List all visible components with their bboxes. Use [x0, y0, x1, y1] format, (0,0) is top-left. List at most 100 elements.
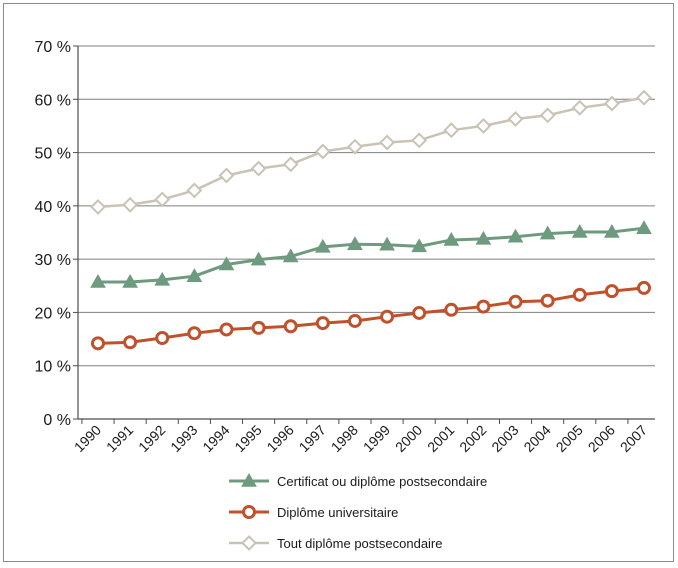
x-tick-label: 1996: [263, 422, 296, 455]
data-point: [250, 251, 267, 266]
x-tick-label: 2004: [520, 422, 553, 455]
data-point: [218, 256, 235, 271]
data-point: [90, 199, 106, 215]
x-tick-label: 2005: [553, 422, 586, 455]
data-point: [572, 287, 587, 302]
data-point: [412, 305, 427, 320]
data-point: [444, 302, 459, 317]
series-1: [90, 220, 652, 288]
data-point: [154, 191, 171, 208]
data-point: [604, 223, 620, 238]
legend-label: Diplôme universitaire: [277, 505, 398, 520]
data-point: [540, 293, 555, 308]
legend-item: Tout diplôme postsecondaire: [229, 535, 443, 551]
data-point: [250, 160, 267, 177]
data-point: [411, 238, 428, 253]
data-point: [604, 284, 619, 299]
data-point: [282, 248, 299, 263]
y-tick-label: 70 %: [35, 39, 71, 56]
data-point: [475, 118, 492, 134]
series-3: [90, 89, 652, 215]
legend: Certificat ou diplôme postsecondaire Dipl…: [229, 472, 487, 551]
y-tick-label: 20 %: [35, 305, 71, 322]
data-point: [315, 316, 330, 331]
x-tick-label: 2006: [585, 422, 618, 455]
legend-item: Certificat ou diplôme postsecondaire: [229, 472, 487, 489]
x-tick-label: 1999: [360, 422, 393, 455]
x-tick-label: 2003: [488, 422, 521, 455]
data-point: [154, 271, 171, 286]
series-line: [98, 226, 645, 284]
data-point: [90, 274, 106, 288]
x-tick-label: 1994: [199, 422, 232, 455]
data-point: [122, 196, 139, 213]
data-point: [187, 326, 202, 341]
data-point: [347, 313, 362, 328]
data-point: [539, 225, 556, 240]
x-tick-label: 1991: [103, 422, 136, 455]
data-point: [347, 138, 363, 155]
data-point: [443, 231, 460, 246]
x-tick-label: 2001: [424, 422, 457, 455]
data-point: [314, 143, 331, 160]
data-point: [347, 236, 363, 250]
data-point: [186, 182, 203, 199]
series-layer: [90, 89, 652, 351]
legend-item: Diplôme universitaire: [229, 505, 398, 520]
x-tick-label: 1993: [167, 422, 200, 455]
data-point: [283, 319, 298, 334]
legend-label: Tout diplôme postsecondaire: [277, 536, 443, 551]
series-line: [97, 286, 645, 345]
legend-label: Certificat ou diplôme postsecondaire: [277, 474, 487, 489]
data-point: [380, 309, 395, 324]
data-point: [571, 223, 588, 238]
y-tick-label: 40 %: [35, 199, 71, 216]
data-point: [314, 238, 331, 253]
legend-marker: [241, 472, 257, 487]
data-point: [186, 268, 203, 282]
data-point: [475, 230, 492, 245]
data-point: [507, 228, 524, 243]
data-point: [443, 122, 460, 139]
data-point: [571, 99, 588, 116]
data-point: [282, 156, 299, 173]
y-tick-label: 60 %: [35, 92, 71, 109]
x-axis: 1990199119921993199419951996199719981999…: [71, 418, 655, 455]
line-chart: 0 % 10 % 20 % 30 % 40 % 50 % 60 % 70 % 19901991…: [35, 39, 655, 551]
data-point: [155, 331, 170, 346]
x-tick-label: 2000: [392, 422, 425, 455]
gridlines: [78, 45, 655, 367]
x-tick-label: 1992: [135, 422, 168, 455]
data-point: [636, 220, 652, 234]
data-point: [379, 236, 395, 251]
x-tick-label: 2007: [617, 422, 650, 455]
data-point: [91, 336, 105, 351]
y-tick-label: 30 %: [35, 252, 71, 269]
y-tick-label: 50 %: [35, 146, 71, 163]
data-point: [603, 95, 620, 112]
x-tick-label: 1995: [231, 422, 264, 455]
x-tick-label: 1998: [328, 422, 361, 455]
data-point: [123, 335, 138, 350]
legend-marker: [242, 505, 256, 519]
data-point: [411, 132, 428, 149]
data-point: [508, 294, 523, 309]
x-tick-label: 1997: [296, 422, 329, 455]
x-tick-label: 2002: [456, 422, 489, 455]
data-point: [507, 111, 524, 127]
data-point: [251, 320, 266, 335]
data-point: [218, 167, 235, 184]
y-tick-label: 0 %: [43, 412, 71, 429]
data-point: [122, 274, 138, 288]
legend-marker: [241, 535, 257, 551]
data-point: [637, 280, 651, 295]
data-point: [636, 89, 652, 106]
series-2: [91, 280, 651, 351]
x-tick-label: 1990: [71, 422, 104, 455]
data-point: [539, 107, 556, 124]
data-point: [379, 134, 395, 151]
y-axis: 0 % 10 % 20 % 30 % 40 % 50 % 60 % 70 %: [35, 39, 79, 429]
data-point: [476, 299, 491, 314]
data-point: [219, 322, 234, 337]
y-tick-label: 10 %: [35, 359, 71, 376]
